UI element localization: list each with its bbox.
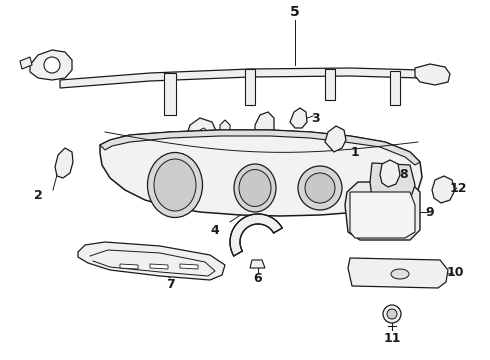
Circle shape — [305, 173, 335, 203]
Text: 5: 5 — [290, 5, 300, 19]
Polygon shape — [100, 130, 422, 216]
Text: 6: 6 — [254, 271, 262, 284]
Polygon shape — [345, 182, 420, 240]
Circle shape — [44, 57, 60, 73]
Polygon shape — [20, 57, 32, 69]
Ellipse shape — [239, 170, 271, 207]
Text: 1: 1 — [351, 145, 359, 158]
Circle shape — [383, 305, 401, 323]
Polygon shape — [370, 163, 415, 200]
Text: 8: 8 — [400, 167, 408, 180]
Polygon shape — [100, 130, 420, 165]
Polygon shape — [250, 260, 265, 268]
Polygon shape — [432, 176, 455, 203]
Polygon shape — [55, 148, 73, 178]
Text: 4: 4 — [211, 224, 220, 237]
Circle shape — [387, 309, 397, 319]
Polygon shape — [30, 50, 72, 80]
Polygon shape — [180, 264, 198, 269]
Polygon shape — [255, 112, 274, 148]
Polygon shape — [350, 192, 415, 238]
Polygon shape — [290, 108, 307, 128]
Ellipse shape — [234, 164, 276, 212]
Polygon shape — [150, 264, 168, 269]
Polygon shape — [220, 120, 230, 164]
Polygon shape — [415, 64, 450, 85]
Polygon shape — [380, 160, 400, 187]
Ellipse shape — [147, 153, 202, 217]
Polygon shape — [230, 214, 282, 256]
Circle shape — [298, 166, 342, 210]
Polygon shape — [245, 69, 255, 105]
Polygon shape — [192, 128, 212, 152]
Polygon shape — [325, 126, 346, 152]
Text: 2: 2 — [34, 189, 42, 202]
Polygon shape — [325, 69, 335, 100]
Polygon shape — [60, 68, 420, 88]
Text: 9: 9 — [426, 206, 434, 219]
Ellipse shape — [391, 269, 409, 279]
Text: 11: 11 — [383, 332, 401, 345]
Polygon shape — [348, 258, 448, 288]
Polygon shape — [390, 71, 400, 105]
Polygon shape — [185, 118, 218, 157]
Text: 10: 10 — [446, 266, 464, 279]
Text: 12: 12 — [449, 181, 467, 194]
Ellipse shape — [154, 159, 196, 211]
Polygon shape — [164, 73, 176, 115]
Text: 3: 3 — [311, 112, 319, 125]
Polygon shape — [78, 242, 225, 280]
Text: 7: 7 — [166, 279, 174, 292]
Polygon shape — [120, 264, 138, 269]
